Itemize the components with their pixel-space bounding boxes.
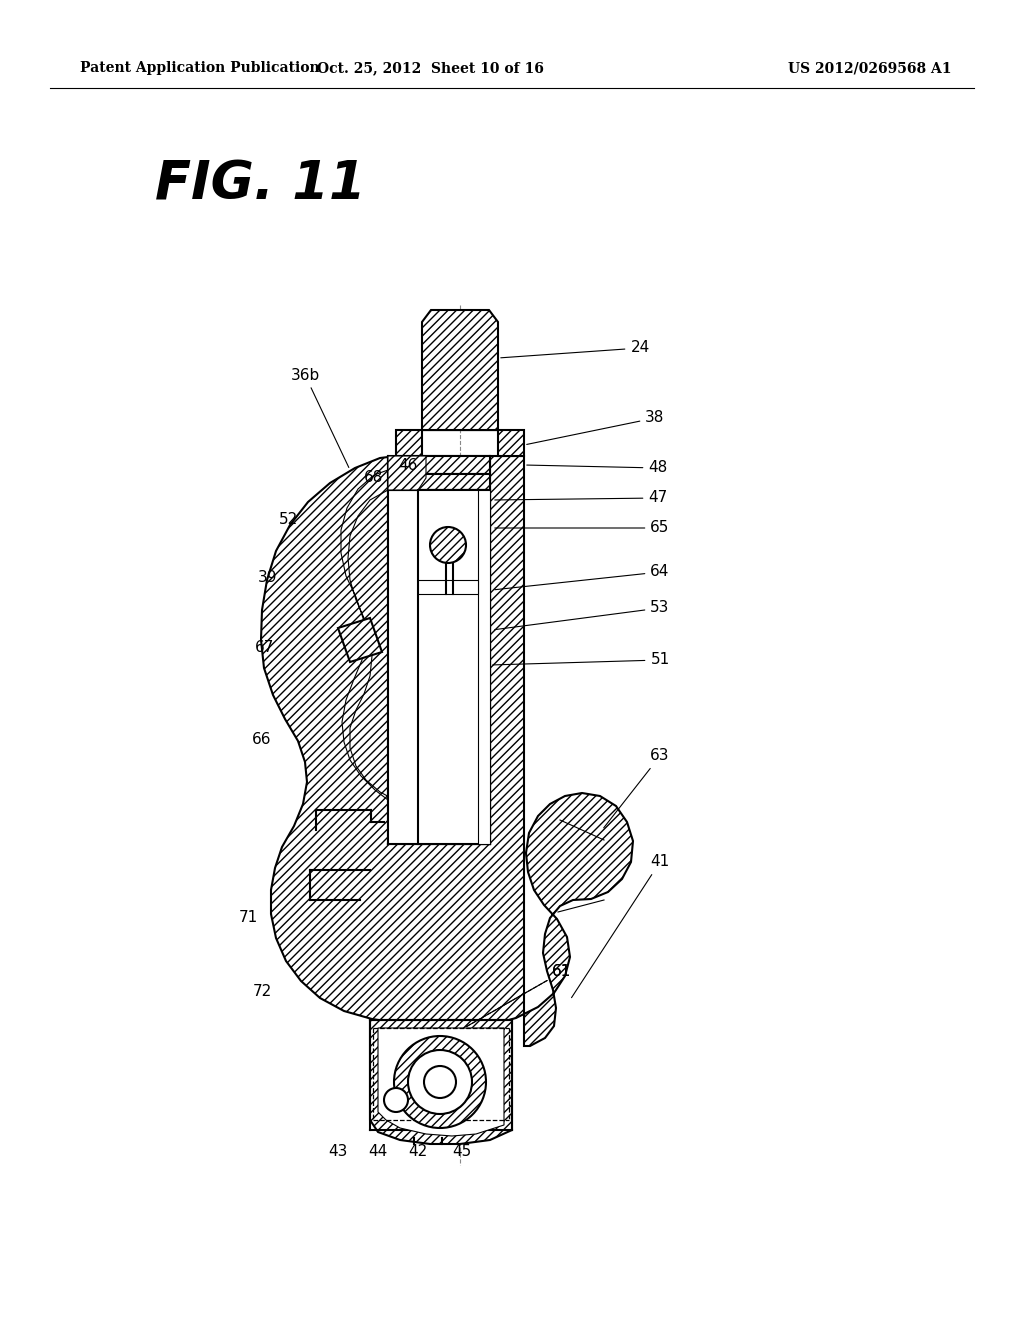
Polygon shape [418,579,478,594]
Text: 61: 61 [466,965,571,1027]
Polygon shape [388,455,490,474]
Circle shape [430,527,466,564]
Polygon shape [388,455,490,843]
Text: 72: 72 [252,985,271,999]
Polygon shape [338,618,382,663]
Text: 48: 48 [526,461,668,475]
Text: 63: 63 [604,748,670,828]
Text: 41: 41 [571,854,670,998]
Circle shape [384,1088,408,1111]
Text: 53: 53 [495,601,670,630]
Circle shape [394,1036,486,1129]
Text: 42: 42 [409,1144,428,1159]
Text: 43: 43 [329,1144,348,1159]
Text: 36b: 36b [291,367,349,467]
Polygon shape [370,1020,512,1130]
Text: Patent Application Publication: Patent Application Publication [80,61,319,75]
Text: FIG. 11: FIG. 11 [155,158,366,211]
Polygon shape [261,455,633,1045]
Polygon shape [388,490,490,843]
Polygon shape [418,490,490,843]
Text: US 2012/0269568 A1: US 2012/0269568 A1 [788,61,951,75]
Text: 47: 47 [495,491,668,506]
Text: 64: 64 [495,565,670,590]
Text: 68: 68 [365,470,384,486]
Text: 71: 71 [239,911,258,925]
Polygon shape [388,455,426,490]
Text: 38: 38 [526,411,665,445]
Text: 67: 67 [255,640,274,656]
Text: 52: 52 [279,512,298,528]
Text: 51: 51 [493,652,670,668]
Circle shape [408,1049,472,1114]
Text: 45: 45 [453,1144,472,1159]
Polygon shape [388,474,490,490]
Polygon shape [422,310,498,430]
Polygon shape [378,1028,504,1137]
Text: 65: 65 [495,520,670,536]
Polygon shape [478,490,490,843]
Text: 66: 66 [252,733,271,747]
Text: 46: 46 [398,458,418,474]
Text: Oct. 25, 2012  Sheet 10 of 16: Oct. 25, 2012 Sheet 10 of 16 [316,61,544,75]
Text: 44: 44 [369,1144,388,1159]
Text: 39: 39 [258,570,278,586]
Polygon shape [341,470,395,800]
Circle shape [424,1067,456,1098]
Polygon shape [370,1020,512,1144]
Text: 24: 24 [501,341,649,358]
Polygon shape [396,430,524,455]
Text: 61: 61 [466,965,571,1027]
